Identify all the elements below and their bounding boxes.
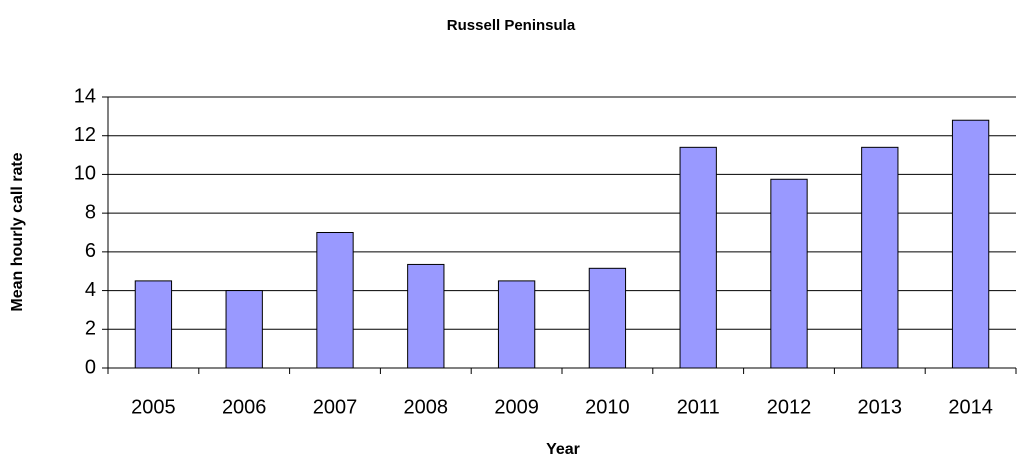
x-tick-label: 2007 <box>313 396 358 418</box>
x-tick-label: 2014 <box>948 396 993 418</box>
bar <box>951 119 990 369</box>
bar <box>588 267 627 369</box>
x-tick-label: 2005 <box>131 396 176 418</box>
y-axis-label: Mean hourly call rate <box>9 152 26 311</box>
y-tick-label: 8 <box>85 201 96 223</box>
bar <box>770 178 808 369</box>
chart-title: Russell Peninsula <box>447 17 576 34</box>
x-tick-label: 2009 <box>494 396 539 418</box>
x-tick-label: 2013 <box>858 396 903 418</box>
x-tick-label: 2006 <box>222 396 267 418</box>
bar <box>861 146 899 369</box>
bar <box>225 290 263 369</box>
y-tick-label: 10 <box>74 163 96 185</box>
x-tick-label: 2011 <box>677 396 720 418</box>
bar <box>497 280 536 369</box>
x-tick-label: 2010 <box>585 396 630 418</box>
x-tick-label: 2008 <box>404 396 449 418</box>
y-tick-label: 4 <box>85 279 96 301</box>
y-tick-label: 6 <box>85 240 96 262</box>
y-tick-label: 14 <box>74 85 96 107</box>
bar <box>134 280 173 369</box>
y-tick-label: 2 <box>85 318 96 340</box>
bar <box>407 263 445 369</box>
x-axis-label: Year <box>546 441 580 458</box>
y-tick-label: 0 <box>85 356 96 378</box>
bar <box>316 232 354 369</box>
bar <box>679 146 717 369</box>
y-tick-label: 12 <box>74 124 96 146</box>
x-tick-label: 2012 <box>767 396 812 418</box>
